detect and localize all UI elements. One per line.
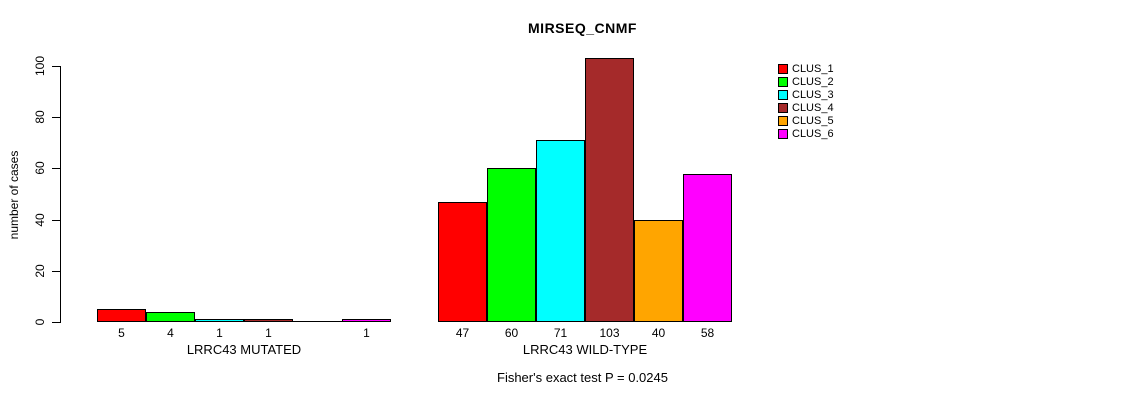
- bar-zero-line: [293, 321, 342, 322]
- group-axis-label: LRRC43 MUTATED: [186, 342, 302, 357]
- legend-swatch: [778, 63, 788, 74]
- legend-label: CLUS_6: [792, 127, 834, 140]
- chart-title: MIRSEQ_CNMF: [528, 20, 637, 36]
- bar-value-label: 103: [599, 326, 620, 340]
- bar-value-label: 1: [216, 326, 223, 340]
- y-tick-label: 40: [33, 213, 47, 227]
- bar: [342, 319, 391, 322]
- bar-value-label: 40: [651, 326, 666, 340]
- legend-swatch: [778, 102, 788, 113]
- y-tick-label: 20: [33, 264, 47, 278]
- legend-item: CLUS_5: [778, 114, 834, 127]
- legend-swatch: [778, 115, 788, 126]
- legend-item: CLUS_3: [778, 88, 834, 101]
- legend-label: CLUS_5: [792, 114, 834, 127]
- bar: [585, 58, 634, 322]
- y-tick-label: 80: [33, 110, 47, 124]
- bar: [536, 140, 585, 322]
- legend-label: CLUS_2: [792, 75, 834, 88]
- bar-value-label: 5: [118, 326, 125, 340]
- legend-swatch: [778, 128, 788, 139]
- y-tick-label: 0: [33, 318, 47, 326]
- legend-swatch: [778, 89, 788, 100]
- bar-value-label: 71: [553, 326, 568, 340]
- legend-label: CLUS_3: [792, 88, 834, 101]
- y-axis-line: [60, 66, 61, 323]
- bar-value-label: 1: [363, 326, 370, 340]
- legend-label: CLUS_1: [792, 62, 834, 75]
- y-tick-mark: [52, 271, 60, 272]
- bar: [683, 174, 732, 322]
- bar: [634, 220, 683, 322]
- bar: [97, 309, 146, 322]
- bar: [487, 168, 536, 322]
- bar-value-label: 60: [504, 326, 519, 340]
- bar-value-label: 58: [700, 326, 715, 340]
- bar-value-label: 1: [265, 326, 272, 340]
- legend-item: CLUS_1: [778, 62, 834, 75]
- y-axis-title: number of cases: [7, 150, 21, 240]
- bar: [195, 319, 244, 322]
- y-tick-mark: [52, 117, 60, 118]
- y-tick-mark: [52, 322, 60, 323]
- y-tick-mark: [52, 66, 60, 67]
- fisher-test-annotation: Fisher's exact test P = 0.0245: [497, 370, 668, 385]
- y-tick-label: 60: [33, 161, 47, 175]
- group-axis-label: LRRC43 WILD-TYPE: [522, 342, 648, 357]
- legend-swatch: [778, 76, 788, 87]
- legend-item: CLUS_4: [778, 101, 834, 114]
- legend-item: CLUS_2: [778, 75, 834, 88]
- bar-value-label: 47: [455, 326, 470, 340]
- legend-item: CLUS_6: [778, 127, 834, 140]
- y-tick-mark: [52, 168, 60, 169]
- bar: [438, 202, 487, 322]
- bar: [146, 312, 195, 322]
- bar-value-label: 4: [167, 326, 174, 340]
- bar: [244, 319, 293, 322]
- y-tick-mark: [52, 220, 60, 221]
- legend-label: CLUS_4: [792, 101, 834, 114]
- y-tick-label: 100: [33, 55, 47, 77]
